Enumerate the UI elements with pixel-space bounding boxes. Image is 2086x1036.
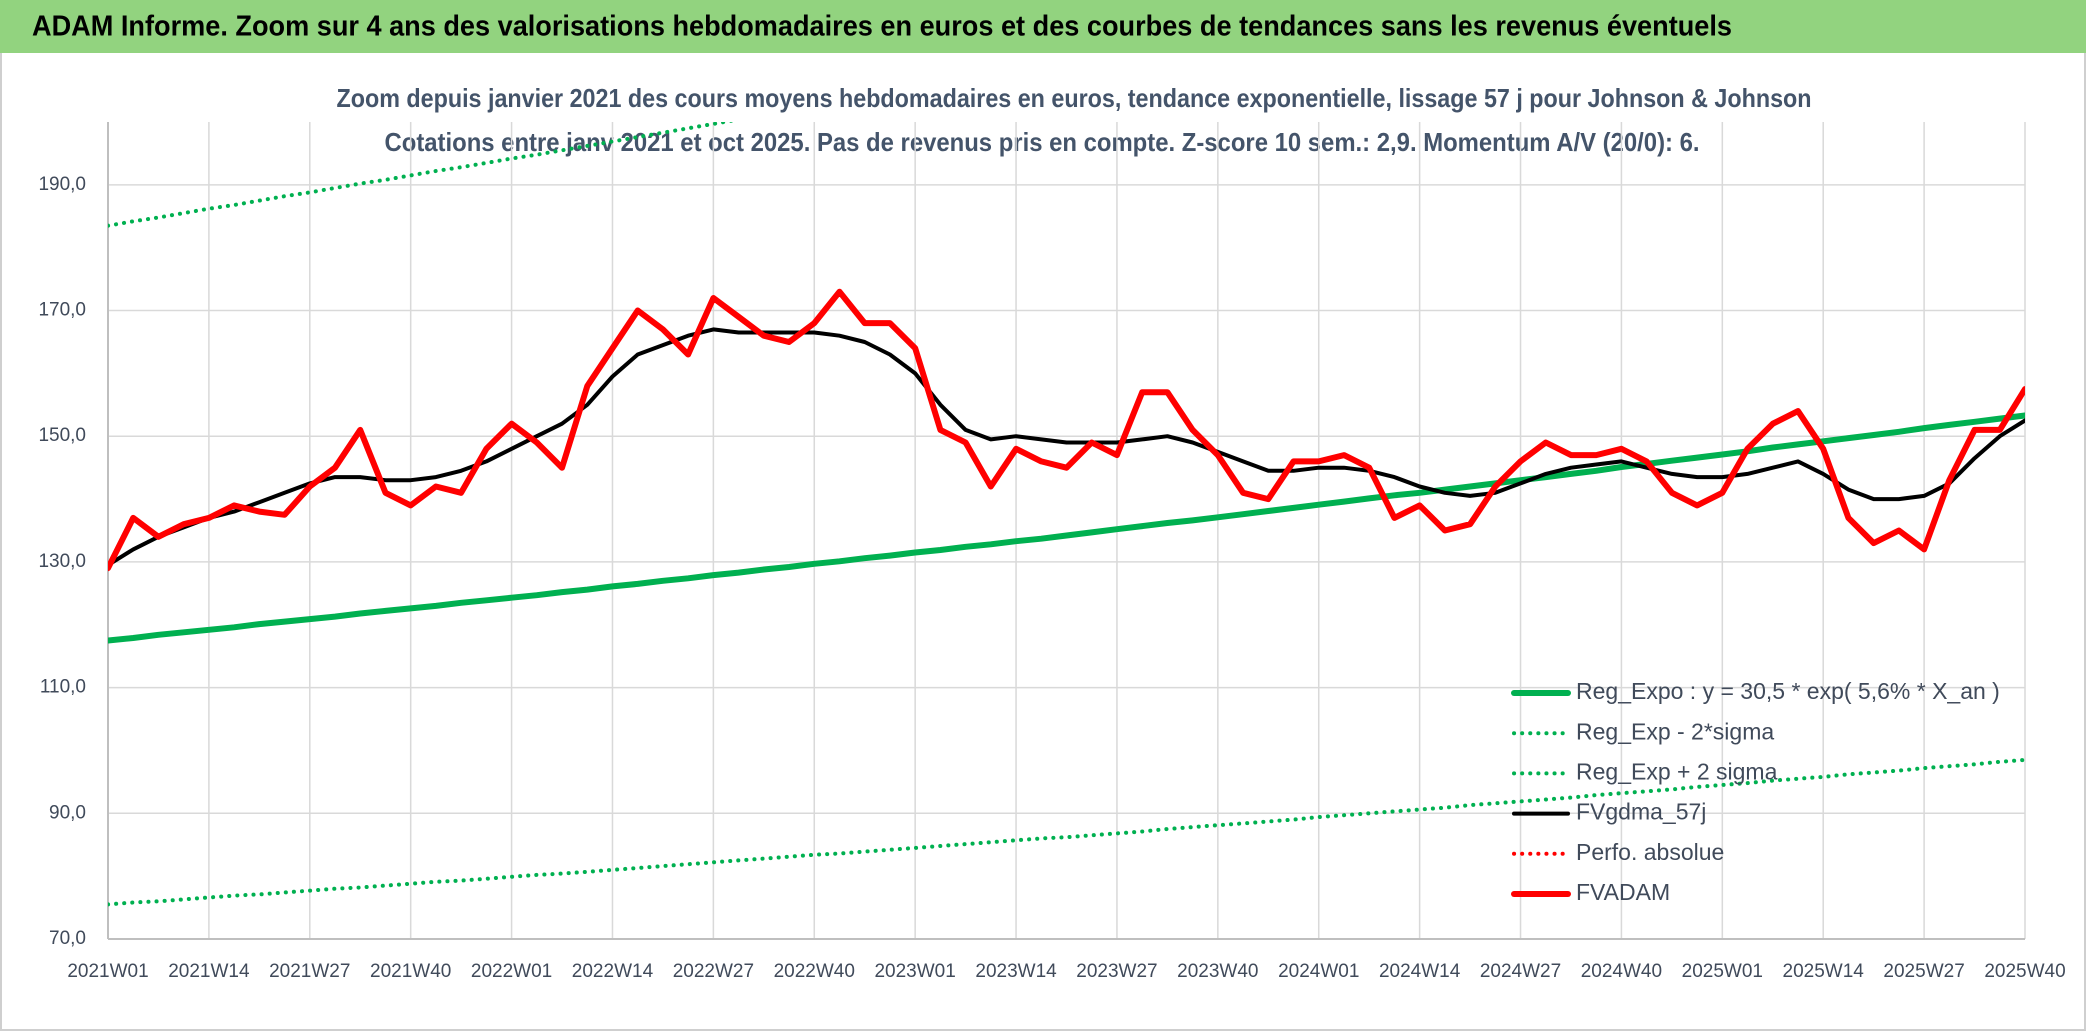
series-line — [108, 122, 736, 228]
x-tick-label: 2023W40 — [1177, 961, 1258, 982]
x-tick-label: 2022W40 — [774, 961, 855, 982]
x-tick-label: 2025W40 — [1984, 961, 2065, 982]
x-tick-label: 2022W27 — [673, 961, 754, 982]
grid: 70,0 90,0 110,0 130,0 150,0 170,0 190,0 2021W01… — [38, 122, 2066, 982]
x-tick-label: 2023W27 — [1076, 961, 1157, 982]
subtitle: Zoom depuis janvier 2021 des cours moyen… — [337, 83, 1812, 113]
legend-label: Perfo. absolue — [1576, 839, 1724, 865]
y-tick-label: 190,0 — [38, 174, 86, 195]
header-bar — [0, 0, 2086, 53]
chart-title: ADAM Informe. Zoom sur 4 ans des valoris… — [32, 11, 1732, 43]
x-tick-label: 2022W01 — [471, 961, 552, 982]
y-tick-label: 70,0 — [49, 928, 86, 949]
x-tick-label: 2025W14 — [1783, 961, 1865, 982]
subtitle: Cotations entre janv 2021 et oct 2025. P… — [385, 127, 1700, 157]
y-tick-label: 90,0 — [49, 802, 86, 823]
x-tick-label: 2023W01 — [874, 961, 955, 982]
y-tick-label: 170,0 — [38, 300, 86, 321]
x-tick-label: 2021W14 — [168, 961, 250, 982]
x-tick-label: 2024W27 — [1480, 961, 1561, 982]
y-tick-label: 130,0 — [38, 551, 86, 572]
x-tick-label: 2021W27 — [269, 961, 350, 982]
series-line — [108, 288, 2025, 572]
plot-area — [108, 122, 2025, 907]
x-tick-label: 2024W01 — [1278, 961, 1359, 982]
legend-label: FVADAM — [1576, 879, 1670, 905]
x-tick-label: 2021W40 — [370, 961, 451, 982]
series-line — [108, 412, 2025, 644]
legend-label: FVgdma_57j — [1576, 799, 1706, 825]
y-tick-label: 110,0 — [40, 677, 86, 698]
legend-label: Reg_Exp + 2 sigma — [1576, 758, 1778, 784]
series-line — [108, 757, 2025, 907]
legend-label: Reg_Exp - 2*sigma — [1576, 718, 1774, 744]
series-line — [108, 327, 2025, 568]
y-tick-label: 150,0 — [38, 425, 86, 446]
legend: Reg_Expo : y = 30,5 * exp( 5,6% * X_an )… — [1511, 678, 2000, 905]
x-tick-label: 2021W01 — [67, 961, 148, 982]
x-tick-label: 2024W14 — [1379, 961, 1461, 982]
legend-label: Reg_Expo : y = 30,5 * exp( 5,6% * X_an ) — [1576, 678, 2000, 704]
x-tick-label: 2025W27 — [1883, 961, 1964, 982]
x-tick-label: 2023W14 — [975, 961, 1057, 982]
x-tick-label: 2025W01 — [1682, 961, 1763, 982]
x-tick-label: 2022W14 — [572, 961, 654, 982]
x-tick-label: 2024W40 — [1581, 961, 1662, 982]
